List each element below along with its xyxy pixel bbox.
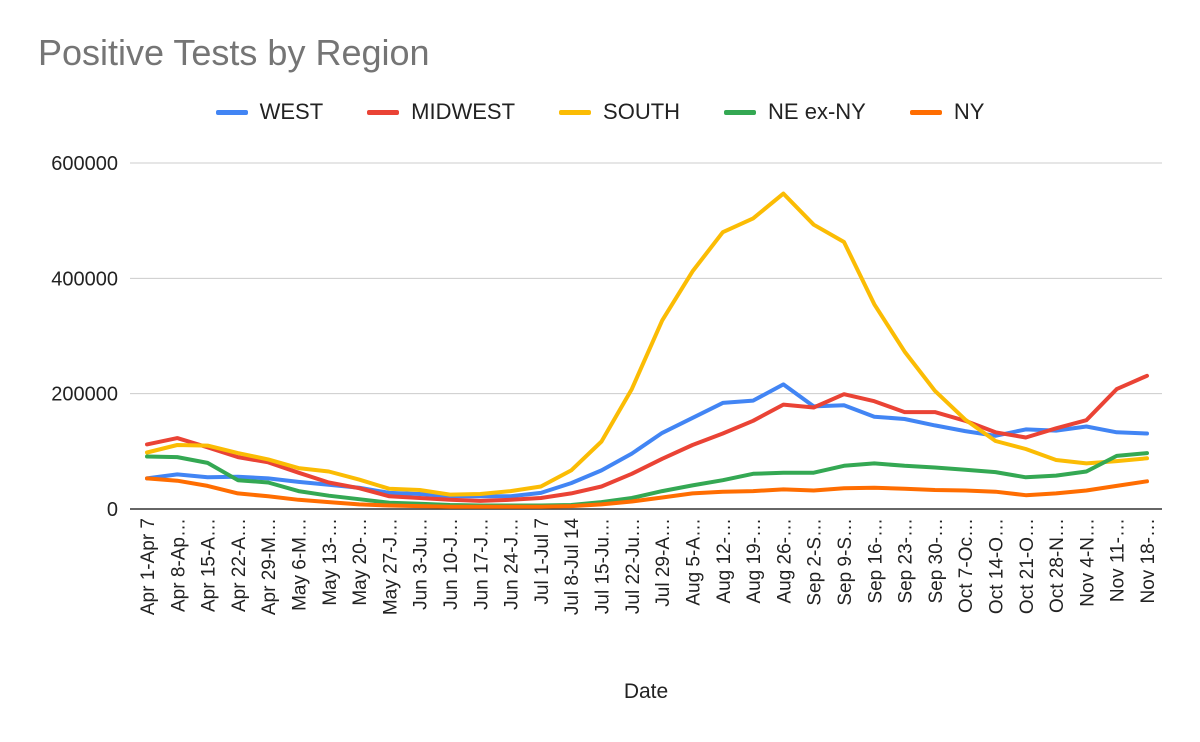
x-tick-label: May 20-…	[350, 518, 371, 606]
x-tick-label: Jul 29-A…	[653, 518, 674, 607]
x-tick-label: Jun 17-J…	[471, 518, 492, 610]
legend-item-west[interactable]: WEST	[215, 99, 324, 125]
x-tick-label: Nov 11-…	[1108, 518, 1129, 602]
series-line-ne-ex-ny	[145, 451, 1149, 508]
x-tick-label: Oct 21-O…	[1017, 518, 1038, 614]
x-tick-label: Jul 15-Ju…	[593, 518, 614, 614]
x-tick-label: Apr 1-Apr 7	[138, 518, 159, 615]
x-tick-label: May 13-…	[320, 518, 341, 606]
x-tick-label: Sep 30-…	[926, 518, 947, 604]
x-tick-label: Jun 24-J…	[502, 518, 523, 610]
legend-swatch-ny	[909, 109, 942, 115]
series-line-south	[145, 191, 1149, 497]
legend-label-ne-ex-ny: NE ex-NY	[768, 99, 866, 124]
x-tick-label: May 6-M…	[290, 518, 311, 611]
x-tick-label: Nov 18-…	[1138, 518, 1159, 604]
x-tick-label: Oct 28-N…	[1047, 518, 1068, 613]
chart-title: Positive Tests by Region	[38, 32, 430, 73]
series-line-midwest	[145, 373, 1149, 503]
x-tick-label: Nov 4-N…	[1077, 518, 1098, 607]
x-tick-label: Oct 7-Oc…	[956, 518, 977, 613]
x-tick-label: Apr 8-Ap…	[168, 518, 189, 612]
x-tick-label: May 27-J…	[380, 518, 401, 615]
legend-item-ny[interactable]: NY	[909, 99, 985, 125]
x-tick-label: Jul 22-Ju…	[623, 518, 644, 614]
y-tick-label: 200000	[51, 384, 118, 406]
x-tick-label: Apr 29-M…	[259, 518, 280, 615]
x-tick-label: Sep 16-…	[865, 518, 886, 604]
legend-label-ny: NY	[953, 99, 985, 124]
legend-label-west: WEST	[259, 99, 324, 124]
legend-swatch-south	[559, 109, 592, 115]
x-tick-label: Sep 23-…	[896, 518, 917, 604]
series-line-west	[145, 382, 1149, 499]
x-tick-label: Aug 12-…	[714, 518, 735, 604]
y-tick-label: 600000	[51, 153, 118, 175]
x-tick-label: Apr 15-A…	[199, 518, 220, 612]
y-tick-label: 400000	[51, 268, 118, 290]
y-tick-label: 0	[107, 499, 118, 521]
x-tick-label: Oct 14-O…	[986, 518, 1007, 614]
x-tick-label: Aug 26-…	[774, 518, 795, 604]
x-tick-label: Jun 10-J…	[441, 518, 462, 610]
legend: WEST MIDWEST SOUTH NE ex-NY NY	[0, 99, 1200, 125]
x-tick-label: Jul 8-Jul 14	[562, 518, 583, 616]
x-tick-label: Aug 19-…	[744, 518, 765, 604]
x-tick-label: Aug 5-A…	[683, 518, 704, 606]
x-tick-label: Jul 1-Jul 7	[532, 518, 553, 605]
legend-swatch-midwest	[367, 109, 400, 115]
x-tick-label: Apr 22-A…	[229, 518, 250, 612]
legend-label-south: SOUTH	[603, 99, 681, 124]
legend-item-ne-ex-ny[interactable]: NE ex-NY	[724, 99, 866, 125]
x-axis-label: Date	[624, 680, 668, 703]
x-tick-label: Sep 2-S…	[805, 518, 826, 606]
legend-item-midwest[interactable]: MIDWEST	[367, 99, 515, 125]
legend-swatch-ne-ex-ny	[724, 109, 757, 115]
series-line-ny	[145, 476, 1149, 509]
legend-item-south[interactable]: SOUTH	[559, 99, 680, 125]
legend-swatch-west	[215, 109, 248, 115]
legend-label-midwest: MIDWEST	[411, 99, 516, 124]
x-tick-label: Jun 3-Ju…	[411, 518, 432, 610]
x-tick-label: Sep 9-S…	[835, 518, 856, 606]
